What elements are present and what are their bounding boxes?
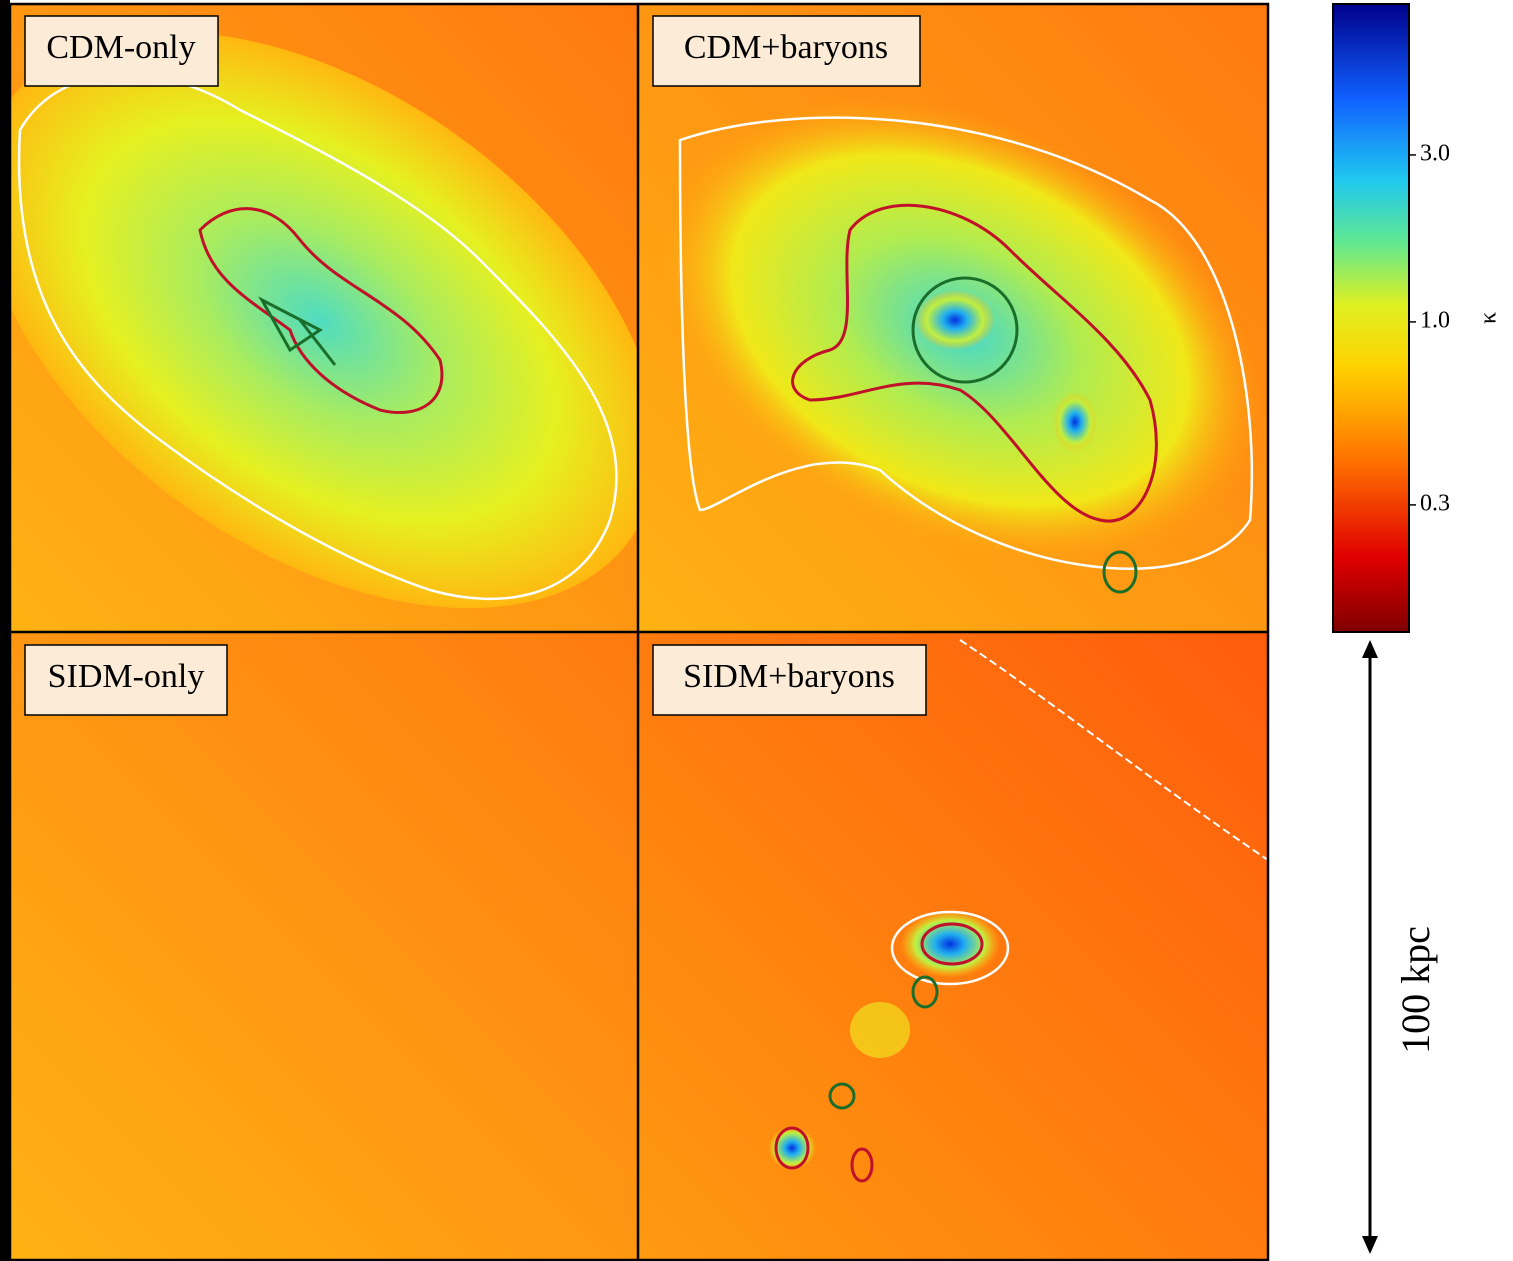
colorbar-tick-label: 0.3 (1420, 490, 1450, 516)
panel-label: SIDM-only (48, 658, 205, 695)
colorbar-label: κ (1476, 312, 1502, 324)
panel-label: CDM+baryons (684, 29, 888, 66)
edge (0, 0, 10, 1261)
colorbar-tick-label: 1.0 (1420, 307, 1450, 333)
panel-label: SIDM+baryons (683, 658, 895, 695)
panel-label: CDM-only (46, 29, 195, 66)
figure: CDM-only CDM+baryons SIDM-only SIDM+bary… (0, 0, 1513, 1261)
colorbar (1333, 4, 1409, 632)
panel-cdm-baryons (581, 4, 1339, 656)
panel-sidm (10, 632, 638, 1260)
colorbar-ticks: 3.0 1.0 0.3 (1409, 140, 1450, 516)
scale-bar-label: 100 kpc (1393, 926, 1438, 1054)
panel-sidm-baryons (638, 632, 1268, 1260)
scale-arrow (1362, 640, 1378, 1254)
colorbar-tick-label: 3.0 (1420, 140, 1450, 166)
